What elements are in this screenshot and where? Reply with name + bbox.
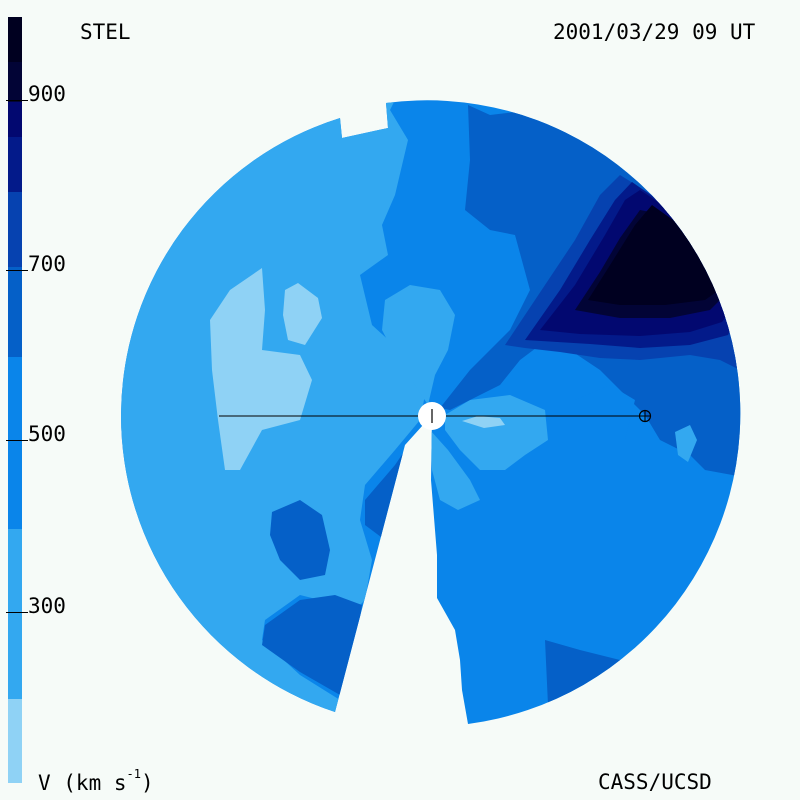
colorbar-tick-700 [6,270,28,272]
band-300-400-bottom [430,430,480,510]
band-200-300-b [283,283,322,345]
band-300-400-right [445,395,548,470]
colorbar-segment [8,529,22,699]
quantity-label: V (km s-1) [38,768,154,795]
band-200-300-right [462,416,505,428]
quantity-text: V (km s [38,771,127,795]
band-500-600-lowerleft [262,595,362,695]
colorbar-segment [8,137,22,192]
quantity-close: ) [140,771,154,795]
colorbar-segment [8,267,22,357]
colorbar-label-700: 700 [28,252,66,276]
quantity-exponent: -1 [126,767,141,781]
earth-icon [638,409,652,423]
band-200-300-a [210,268,312,470]
band-300-400-top [382,285,455,405]
colorbar-segment [8,192,22,267]
credit-label: CASS/UCSD [598,770,712,794]
velocity-contours [121,100,741,725]
colorbar-segment [8,699,22,783]
band-400-500-rightpatch [575,385,635,465]
instrument-label: STEL [80,20,131,44]
timestamp-label: 2001/03/29 09 UT [553,20,756,44]
colorbar-tick-500 [6,440,28,442]
band-300-400-rightsmall [675,425,697,462]
colorbar-label-300: 300 [28,594,66,618]
band-500-600-left [270,500,330,580]
colorbar-tick-900 [6,100,28,102]
colorbar-label-500: 500 [28,422,66,446]
colorbar-segment [8,357,22,529]
colorbar-segment [8,62,22,102]
colorbar-segment [8,102,22,137]
colorbar-label-900: 900 [28,82,66,106]
colorbar [8,17,22,783]
colorbar-tick-300 [6,612,28,614]
band-900-plus [588,205,722,305]
colorbar-segment [8,17,22,62]
